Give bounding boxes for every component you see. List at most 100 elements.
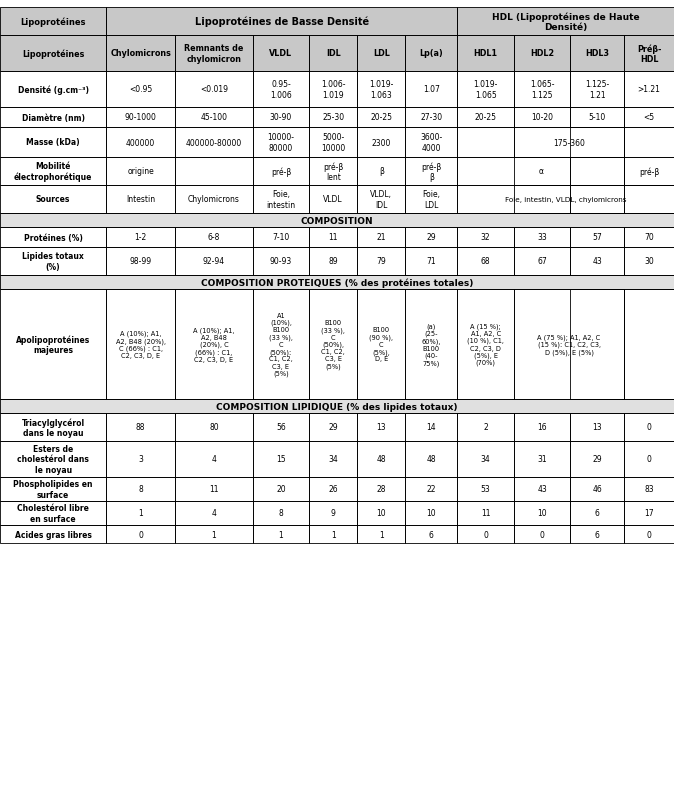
Text: 400000: 400000 <box>126 139 155 148</box>
Bar <box>253 72 309 108</box>
Bar <box>0 108 106 128</box>
Bar <box>106 501 175 526</box>
Text: 20-25: 20-25 <box>370 114 392 122</box>
Bar <box>309 72 357 108</box>
Bar <box>570 501 624 526</box>
Bar <box>175 501 253 526</box>
Bar <box>253 128 309 158</box>
Bar <box>405 128 458 158</box>
Text: 2300: 2300 <box>371 139 391 148</box>
Bar <box>405 228 458 247</box>
Bar <box>458 526 514 543</box>
Bar <box>253 186 309 214</box>
Text: 10-20: 10-20 <box>531 114 553 122</box>
Bar <box>106 414 175 441</box>
Text: A (75 %); A1, A2, C
(15 %): C1, C2, C3,
D (5%), E (5%): A (75 %); A1, A2, C (15 %): C1, C2, C3, … <box>537 334 601 355</box>
Bar <box>570 478 624 501</box>
Bar <box>458 290 514 400</box>
Bar <box>624 108 674 128</box>
Bar <box>514 36 570 72</box>
Bar <box>458 441 514 478</box>
Bar <box>106 247 175 276</box>
Bar <box>514 247 570 276</box>
Text: VLDL: VLDL <box>270 49 293 58</box>
Bar <box>309 501 357 526</box>
Bar <box>357 128 405 158</box>
Bar <box>175 186 253 214</box>
Text: 43: 43 <box>537 485 547 494</box>
Bar <box>0 501 106 526</box>
Bar <box>514 478 570 501</box>
Bar <box>0 128 106 158</box>
Bar <box>309 247 357 276</box>
Bar <box>405 72 458 108</box>
Text: 30: 30 <box>644 257 654 266</box>
Bar <box>309 228 357 247</box>
Bar <box>175 36 253 72</box>
Bar <box>253 158 309 186</box>
Bar <box>357 290 405 400</box>
Text: Triacylglycérol
dans le noyau: Triacylglycérol dans le noyau <box>22 418 85 437</box>
Bar <box>405 36 458 72</box>
Bar <box>624 478 674 501</box>
Bar <box>0 72 106 108</box>
Bar <box>405 186 458 214</box>
Bar <box>0 276 674 290</box>
Bar <box>405 414 458 441</box>
Bar <box>405 186 458 214</box>
Bar <box>175 526 253 543</box>
Bar <box>570 72 624 108</box>
Text: 27-30: 27-30 <box>421 114 442 122</box>
Bar <box>0 290 106 400</box>
Text: Mobilité
électrophorétique: Mobilité électrophorétique <box>14 162 92 182</box>
Text: 32: 32 <box>481 234 491 242</box>
Bar <box>175 441 253 478</box>
Bar <box>514 108 570 128</box>
Bar <box>624 36 674 72</box>
Text: 22: 22 <box>427 485 436 494</box>
Text: HDL1: HDL1 <box>474 49 497 58</box>
Bar <box>0 414 106 441</box>
Bar <box>570 36 624 72</box>
Bar <box>253 441 309 478</box>
Text: 98-99: 98-99 <box>129 257 152 266</box>
Text: 1: 1 <box>379 530 384 539</box>
Text: 90-1000: 90-1000 <box>125 114 156 122</box>
Text: 1: 1 <box>331 530 336 539</box>
Bar <box>309 441 357 478</box>
Bar <box>514 478 570 501</box>
Bar <box>253 186 309 214</box>
Bar <box>106 441 175 478</box>
Bar <box>405 108 458 128</box>
Bar <box>357 526 405 543</box>
Bar <box>175 128 253 158</box>
Text: 1.019-
1.065: 1.019- 1.065 <box>474 80 498 100</box>
Bar <box>458 478 514 501</box>
Text: Acides gras libres: Acides gras libres <box>15 530 92 539</box>
Bar <box>357 478 405 501</box>
Text: 8: 8 <box>138 485 143 494</box>
Bar <box>357 108 405 128</box>
Bar <box>458 158 624 186</box>
Bar <box>106 247 175 276</box>
Bar <box>570 228 624 247</box>
Bar <box>0 247 106 276</box>
Text: 14: 14 <box>427 423 436 432</box>
Bar <box>309 414 357 441</box>
Bar <box>624 158 674 186</box>
Bar <box>0 228 106 247</box>
Bar <box>0 290 106 400</box>
Text: A (10%); A1,
A2, B48
(20%), C
(66%) : C1,
C2, C3, D, E: A (10%); A1, A2, B48 (20%), C (66%) : C1… <box>193 327 235 363</box>
Bar <box>570 441 624 478</box>
Bar <box>624 228 674 247</box>
Text: 0: 0 <box>540 530 545 539</box>
Bar <box>514 290 624 400</box>
Text: LDL: LDL <box>373 49 390 58</box>
Bar <box>624 72 674 108</box>
Bar <box>357 290 405 400</box>
Bar <box>405 526 458 543</box>
Text: 4: 4 <box>212 455 216 464</box>
Bar <box>405 128 458 158</box>
Bar <box>0 400 674 414</box>
Bar <box>624 247 674 276</box>
